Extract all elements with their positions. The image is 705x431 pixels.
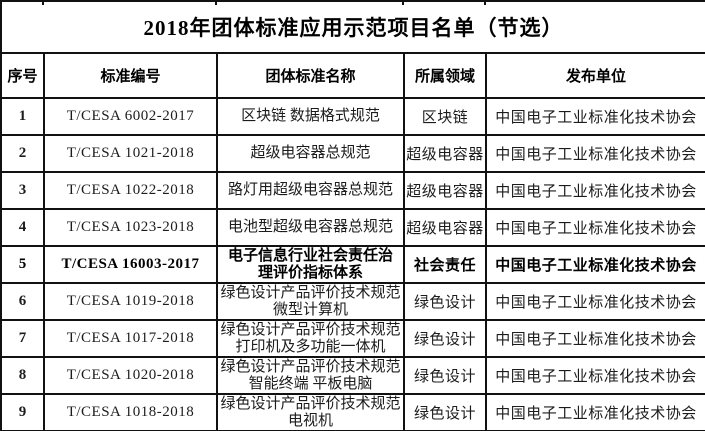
table-row: 4 T/CESA 1023-2018 电池型超级电容器总规范 超级电容器 中国电…	[0, 208, 705, 247]
field-cell: 超级电容器	[403, 171, 487, 210]
code-cell: T/CESA 1021-2018	[43, 134, 218, 173]
field-cell: 绿色设计	[403, 393, 487, 431]
publisher-cell: 中国电子工业标准化技术协会	[484, 319, 705, 358]
table-row-highlighted: 5 T/CESA 16003-2017 电子信息行业社会责任治 理评价指标体系 …	[0, 245, 705, 284]
page-title: 2018年团体标准应用示范项目名单（节选）	[0, 0, 705, 54]
serial-cell: 5	[0, 245, 45, 284]
table-title-row: 2018年团体标准应用示范项目名单（节选）	[0, 0, 705, 54]
name-cell: 电子信息行业社会责任治 理评价指标体系	[216, 245, 405, 284]
serial-cell: 9	[0, 393, 45, 431]
top-crop-tick	[215, 0, 217, 5]
serial-cell: 2	[0, 134, 45, 173]
column-header-name: 团体标准名称	[216, 52, 405, 99]
name-cell: 路灯用超级电容器总规范	[216, 171, 405, 210]
serial-cell: 1	[0, 97, 45, 136]
name-cell: 绿色设计产品评价技术规范 打印机及多功能一体机	[216, 319, 405, 358]
name-cell: 绿色设计产品评价技术规范 智能终端 平板电脑	[216, 356, 405, 395]
code-cell: T/CESA 1020-2018	[43, 356, 218, 395]
name-cell: 电池型超级电容器总规范	[216, 208, 405, 247]
publisher-cell: 中国电子工业标准化技术协会	[484, 393, 705, 431]
publisher-cell: 中国电子工业标准化技术协会	[484, 134, 705, 173]
table-row: 6 T/CESA 1019-2018 绿色设计产品评价技术规范 微型计算机 绿色…	[0, 282, 705, 321]
publisher-cell: 中国电子工业标准化技术协会	[484, 356, 705, 395]
name-cell: 超级电容器总规范	[216, 134, 405, 173]
publisher-cell: 中国电子工业标准化技术协会	[484, 282, 705, 321]
table-row: 8 T/CESA 1020-2018 绿色设计产品评价技术规范 智能终端 平板电…	[0, 356, 705, 395]
publisher-cell: 中国电子工业标准化技术协会	[484, 245, 705, 284]
name-cell: 绿色设计产品评价技术规范 电视机	[216, 393, 405, 431]
code-cell: T/CESA 1019-2018	[43, 282, 218, 321]
field-cell: 超级电容器	[403, 208, 487, 247]
publisher-cell: 中国电子工业标准化技术协会	[484, 171, 705, 210]
code-cell: T/CESA 16003-2017	[43, 245, 218, 284]
serial-cell: 7	[0, 319, 45, 358]
column-header-code: 标准编号	[43, 52, 218, 99]
code-cell: T/CESA 6002-2017	[43, 97, 218, 136]
serial-cell: 8	[0, 356, 45, 395]
table-row: 9 T/CESA 1018-2018 绿色设计产品评价技术规范 电视机 绿色设计…	[0, 393, 705, 431]
code-cell: T/CESA 1023-2018	[43, 208, 218, 247]
table-row: 7 T/CESA 1017-2018 绿色设计产品评价技术规范 打印机及多功能一…	[0, 319, 705, 358]
table-row: 1 T/CESA 6002-2017 区块链 数据格式规范 区块链 中国电子工业…	[0, 97, 705, 136]
name-cell: 绿色设计产品评价技术规范 微型计算机	[216, 282, 405, 321]
field-cell: 绿色设计	[403, 356, 487, 395]
column-header-publisher: 发布单位	[484, 52, 705, 99]
table-header-row: 序号 标准编号 团体标准名称 所属领域 发布单位	[0, 52, 705, 99]
field-cell: 绿色设计	[403, 319, 487, 358]
code-cell: T/CESA 1017-2018	[43, 319, 218, 358]
field-cell: 绿色设计	[403, 282, 487, 321]
serial-cell: 6	[0, 282, 45, 321]
field-cell: 区块链	[403, 97, 487, 136]
top-crop-tick	[402, 0, 404, 5]
serial-cell: 4	[0, 208, 45, 247]
code-cell: T/CESA 1018-2018	[43, 393, 218, 431]
name-cell: 区块链 数据格式规范	[216, 97, 405, 136]
column-header-serial: 序号	[0, 52, 45, 99]
top-crop-tick	[42, 0, 44, 5]
code-cell: T/CESA 1022-2018	[43, 171, 218, 210]
field-cell: 超级电容器	[403, 134, 487, 173]
table-row: 3 T/CESA 1022-2018 路灯用超级电容器总规范 超级电容器 中国电…	[0, 171, 705, 210]
table-row: 2 T/CESA 1021-2018 超级电容器总规范 超级电容器 中国电子工业…	[0, 134, 705, 173]
serial-cell: 3	[0, 171, 45, 210]
publisher-cell: 中国电子工业标准化技术协会	[484, 97, 705, 136]
column-header-field: 所属领域	[403, 52, 487, 99]
publisher-cell: 中国电子工业标准化技术协会	[484, 208, 705, 247]
top-crop-tick	[484, 0, 486, 5]
field-cell: 社会责任	[403, 245, 487, 284]
